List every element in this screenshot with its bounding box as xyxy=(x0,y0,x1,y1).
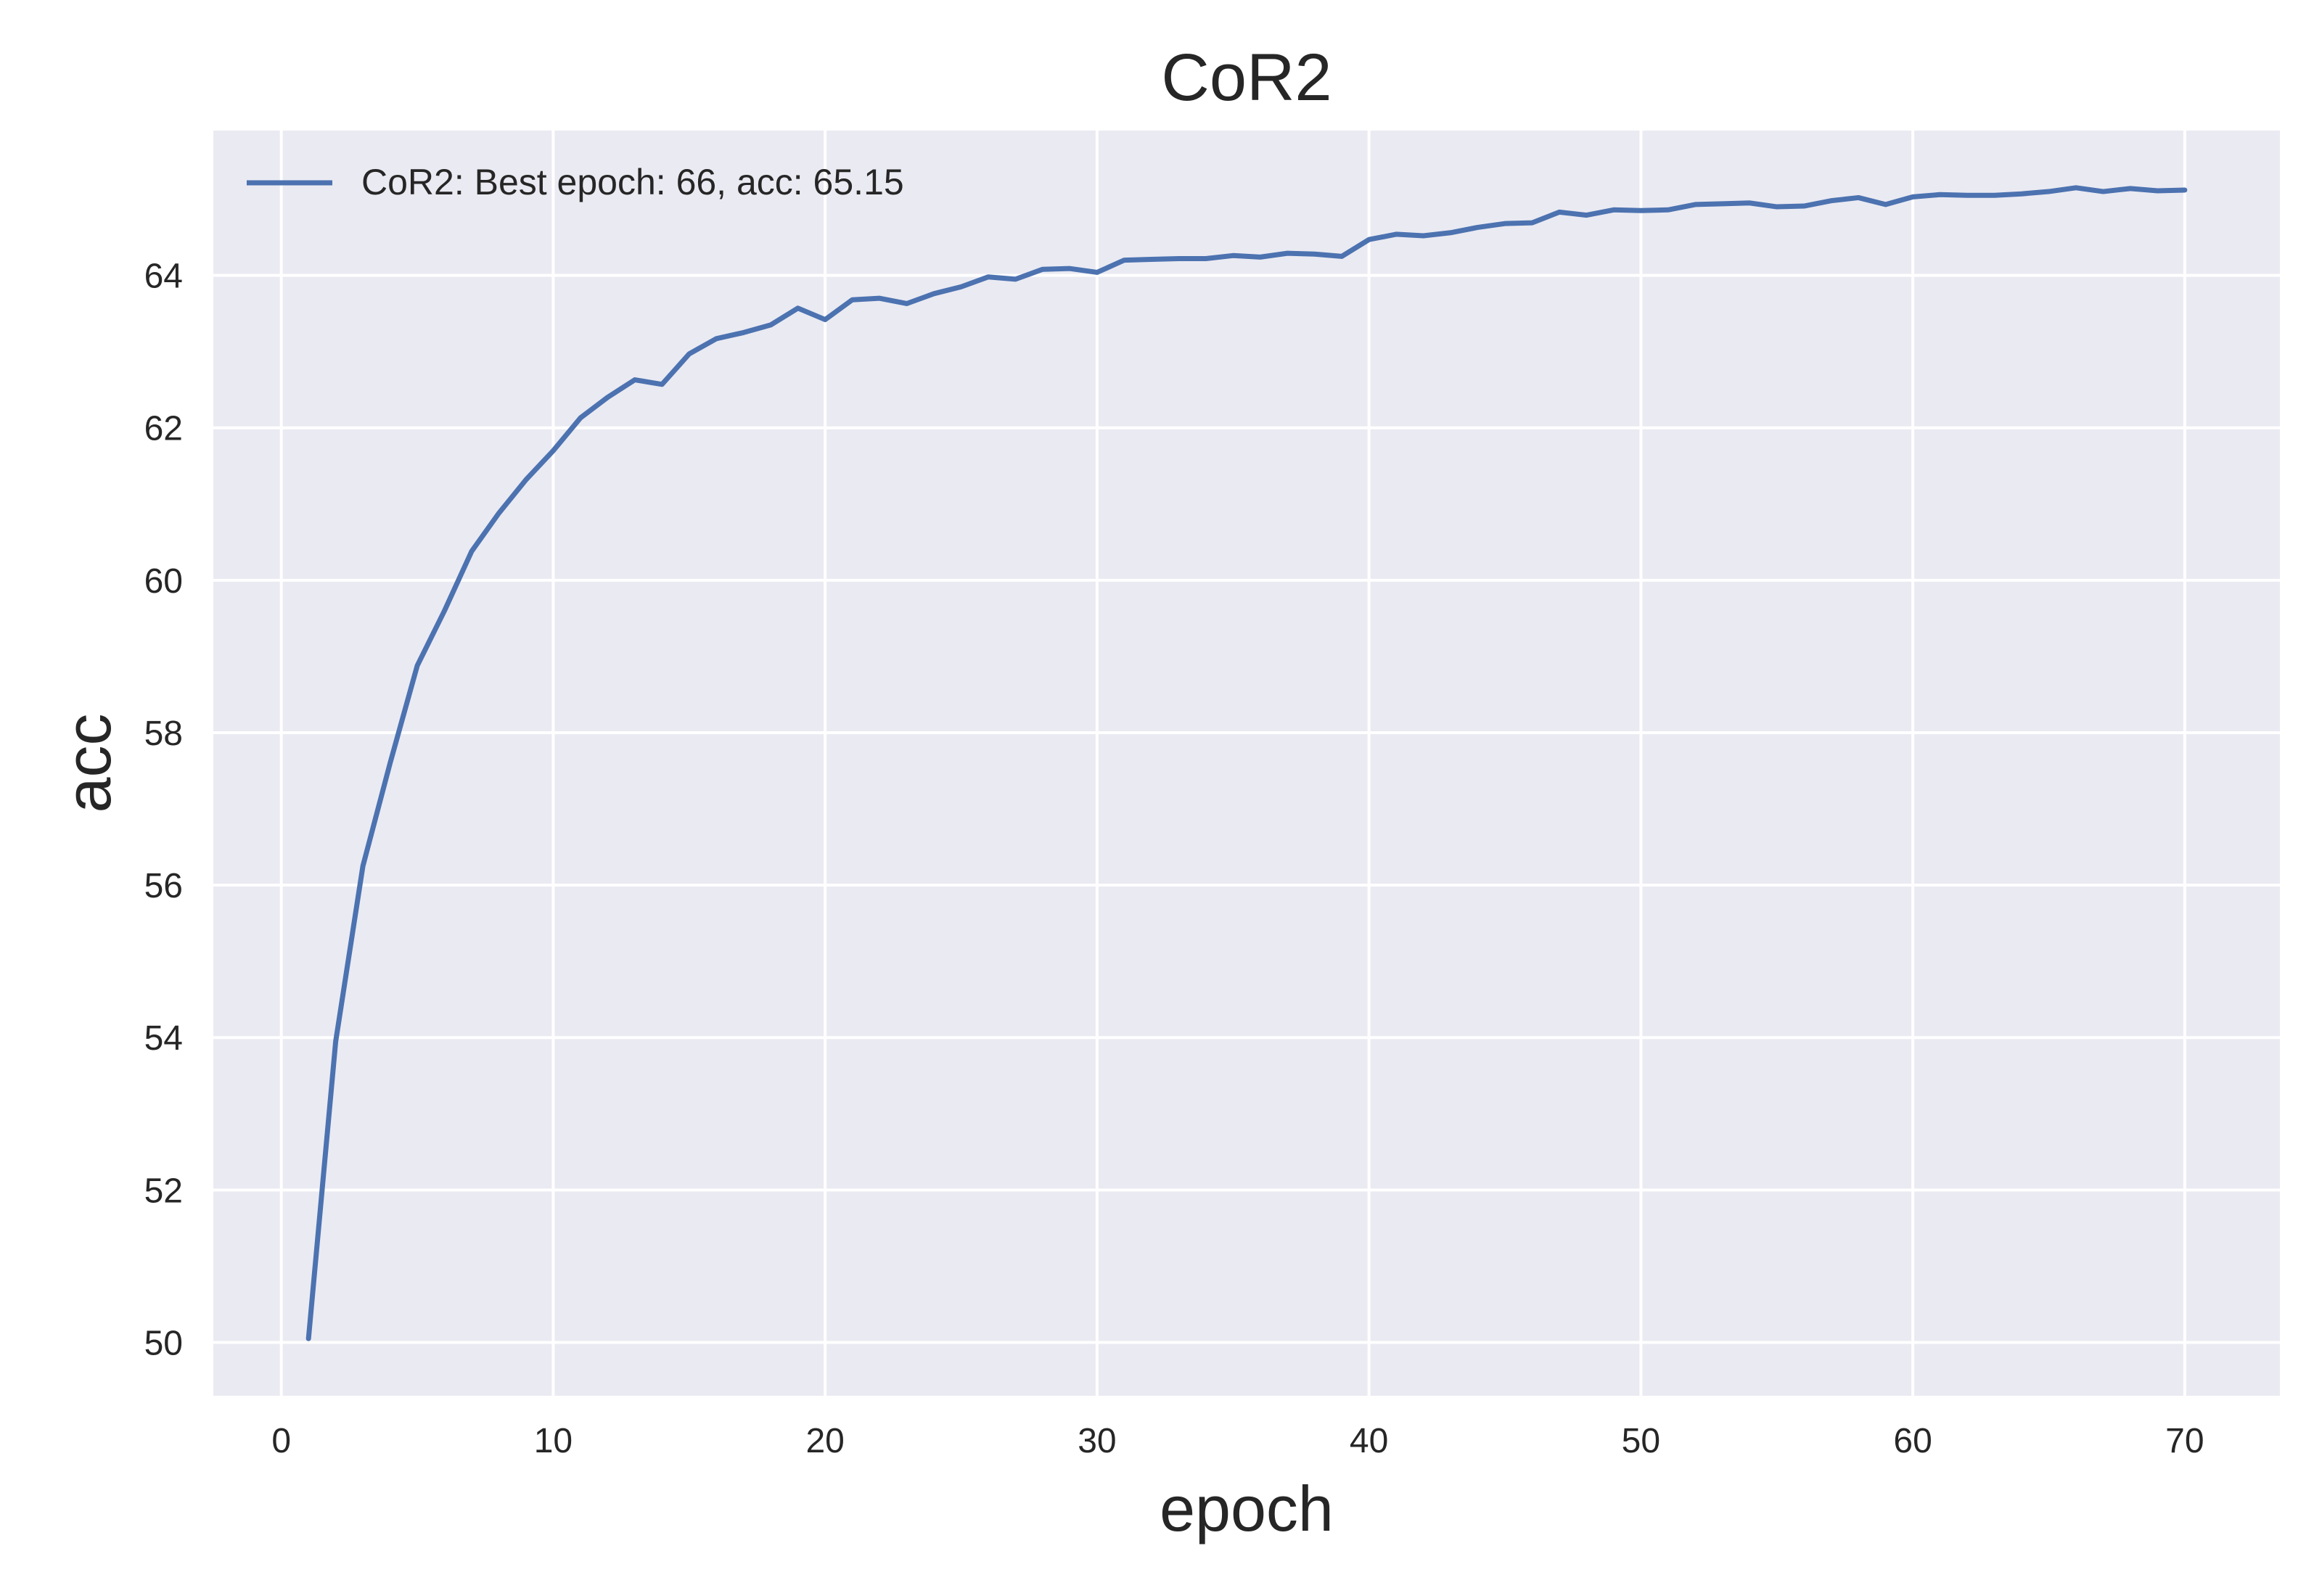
series-layer xyxy=(305,185,2188,1341)
y-axis-label: acc xyxy=(52,714,124,813)
x-tick-label: 50 xyxy=(1622,1422,1660,1460)
chart-title: CoR2 xyxy=(1161,41,1332,115)
y-tick-label: 64 xyxy=(144,258,183,296)
x-tick-label: 60 xyxy=(1893,1422,1932,1460)
y-tick-label: 52 xyxy=(144,1172,183,1210)
y-tick-label: 60 xyxy=(144,562,183,601)
y-tick-labels: 50 52 54 56 58 60 62 64 xyxy=(144,258,183,1363)
y-tick-label: 58 xyxy=(144,715,183,753)
x-tick-label: 40 xyxy=(1350,1422,1388,1460)
legend: CoR2: Best epoch: 66, acc: 65.15 xyxy=(247,162,904,202)
x-tick-label: 20 xyxy=(805,1422,844,1460)
x-axis-label: epoch xyxy=(1160,1473,1334,1544)
x-tick-label: 70 xyxy=(2165,1422,2204,1460)
x-tick-label: 0 xyxy=(271,1422,291,1460)
x-tick-label: 30 xyxy=(1078,1422,1116,1460)
y-tick-label: 56 xyxy=(144,867,183,905)
y-tick-label: 54 xyxy=(144,1019,183,1058)
legend-entry-label: CoR2: Best epoch: 66, acc: 65.15 xyxy=(361,162,904,202)
x-tick-labels: 0 10 20 30 40 50 60 70 xyxy=(271,1422,2204,1460)
series-line xyxy=(305,185,2188,1341)
x-tick-label: 10 xyxy=(534,1422,573,1460)
grid-lines xyxy=(213,131,2280,1396)
y-tick-label: 62 xyxy=(144,410,183,448)
y-tick-label: 50 xyxy=(144,1324,183,1362)
plot-background xyxy=(213,131,2280,1396)
